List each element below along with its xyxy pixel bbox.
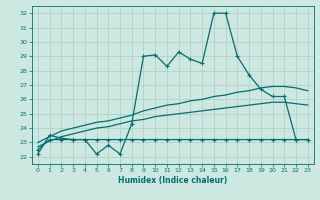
X-axis label: Humidex (Indice chaleur): Humidex (Indice chaleur) (118, 176, 228, 185)
